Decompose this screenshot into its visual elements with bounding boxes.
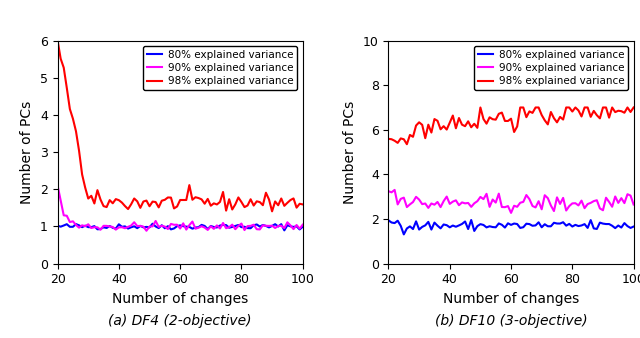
Legend: 80% explained variance, 90% explained variance, 98% explained variance: 80% explained variance, 90% explained va… — [143, 46, 298, 90]
X-axis label: Number of changes: Number of changes — [443, 292, 579, 306]
Y-axis label: Number of PCs: Number of PCs — [343, 100, 357, 204]
X-axis label: Number of changes: Number of changes — [112, 292, 248, 306]
Legend: 80% explained variance, 90% explained variance, 98% explained variance: 80% explained variance, 90% explained va… — [474, 46, 628, 90]
Text: (b) DF10 (3-objective): (b) DF10 (3-objective) — [435, 314, 588, 328]
Text: (a) DF4 (2-objective): (a) DF4 (2-objective) — [108, 314, 252, 328]
Y-axis label: Number of PCs: Number of PCs — [20, 100, 35, 204]
